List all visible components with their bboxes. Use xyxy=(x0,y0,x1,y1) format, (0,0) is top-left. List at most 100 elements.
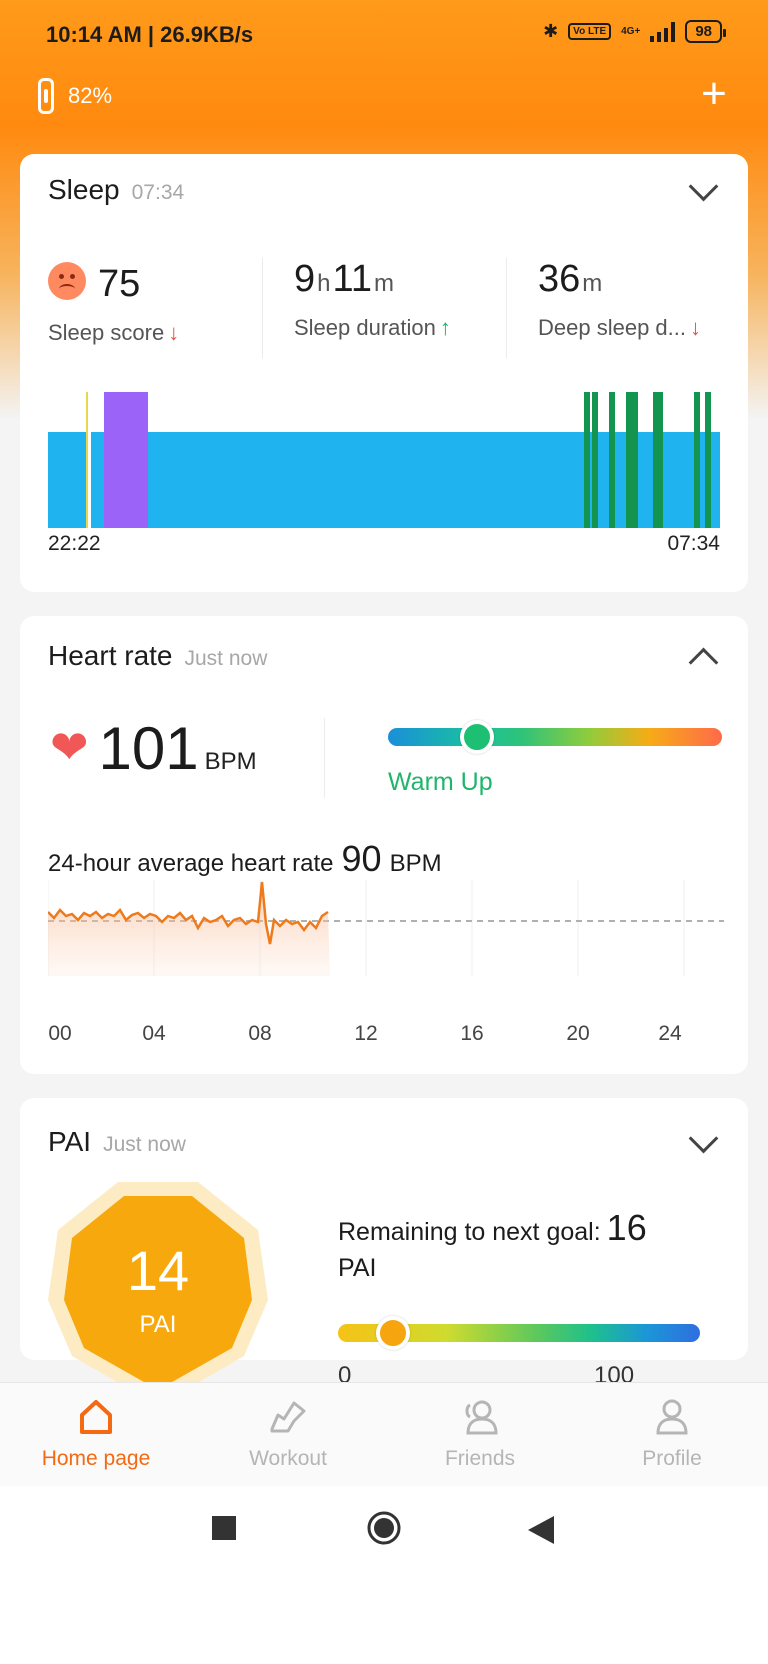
deep-sleep-unit: m xyxy=(582,270,603,297)
divider xyxy=(324,718,325,798)
sleep-score[interactable]: 75 Sleep score ↓ xyxy=(48,258,179,358)
remaining-unit: PAI xyxy=(338,1254,377,1282)
nav-profile-label: Profile xyxy=(642,1447,702,1470)
pai-remaining: Remaining to next goal: 16 PAI xyxy=(338,1210,698,1286)
sleep-stage-chart[interactable] xyxy=(48,392,720,528)
sleep-end-time: 07:34 xyxy=(667,532,720,555)
chevron-down-icon[interactable] xyxy=(688,171,719,202)
deep-sleep-bar xyxy=(653,392,663,528)
heart-rate-value: 101 xyxy=(98,715,199,782)
heart-icon: ❤ xyxy=(50,721,89,773)
pai-badge: 14 PAI xyxy=(48,1182,268,1406)
nav-workout[interactable]: Workout xyxy=(192,1383,384,1487)
average-value: 90 xyxy=(341,838,382,879)
nav-workout-label: Workout xyxy=(249,1447,327,1470)
volte-icon: Vo LTE xyxy=(568,23,612,40)
pai-card[interactable]: PAI Just now 14 PAI Remaining to next goa… xyxy=(20,1098,748,1406)
x-tick: 00 xyxy=(48,1022,72,1045)
card-title: Heart rate xyxy=(48,640,173,671)
sleep-card[interactable]: Sleep 07:34 75 Sleep score ↓ 9 h 11 m Sleep d… xyxy=(20,154,748,592)
awake-marker xyxy=(86,392,88,528)
divider xyxy=(506,258,507,358)
sleep-time: 07:34 xyxy=(131,181,185,204)
pai-updated: Just now xyxy=(103,1133,186,1156)
sleep-duration[interactable]: 9 h 11 m Sleep duration ↑ xyxy=(294,258,451,358)
device-status[interactable]: 82% xyxy=(38,78,112,114)
remaining-label: Remaining to next goal: xyxy=(338,1218,601,1246)
duration-hours-unit: h xyxy=(317,270,331,297)
status-icons: ✱ Vo LTE 4G+ 98 xyxy=(543,20,726,43)
divider xyxy=(262,258,263,358)
heart-rate-area xyxy=(48,882,330,976)
deep-sleep-value: 36 xyxy=(538,258,581,300)
average-unit: BPM xyxy=(389,850,442,877)
friends-icon xyxy=(465,1400,498,1435)
sleep-time-axis: 22:22 07:34 xyxy=(48,532,720,556)
sleep-duration-label: Sleep duration xyxy=(294,315,436,340)
duration-hours: 9 xyxy=(294,258,316,300)
x-tick: 08 xyxy=(248,1022,272,1045)
pai-unit: PAI xyxy=(140,1311,177,1338)
arrow-down-icon: ↓ xyxy=(168,320,180,345)
gap-marker xyxy=(88,432,91,528)
pai-progress-bar xyxy=(338,1324,700,1342)
sleep-score-value: 75 xyxy=(98,263,141,305)
average-heart-rate: 24-hour average heart rate 90 BPM xyxy=(48,838,442,880)
home-circle-icon[interactable] xyxy=(366,1510,402,1546)
heart-rate-zone-bar xyxy=(388,728,722,746)
card-title: Sleep xyxy=(48,174,120,205)
status-time: 10:14 AM | 26.9KB/s xyxy=(46,22,254,47)
heart-rate-title-row: Heart rate Just now xyxy=(48,640,267,672)
average-label: 24-hour average heart rate xyxy=(48,850,334,877)
heart-rate-chart[interactable] xyxy=(48,880,724,1010)
nav-home-label: Home page xyxy=(41,1447,151,1470)
deep-sleep-bar xyxy=(609,392,615,528)
heart-rate-line xyxy=(48,881,329,945)
deep-sleep-label: Deep sleep d... xyxy=(538,315,686,340)
signal-icon xyxy=(650,21,676,42)
profile-icon xyxy=(656,1399,688,1435)
arrow-up-icon: ↑ xyxy=(439,315,451,340)
status-bar: 10:14 AM | 26.9KB/s ✱ Vo LTE 4G+ 98 xyxy=(0,0,768,72)
duration-minutes: 11 xyxy=(332,258,372,300)
arrow-down-icon: ↓ xyxy=(689,315,701,340)
heart-rate-card[interactable]: Heart rate Just now ❤ 101 BPM Warm Up 24-… xyxy=(20,616,748,1074)
bottom-navigation: Home page Workout Friends Profile xyxy=(0,1382,768,1487)
system-navigation xyxy=(0,1486,768,1664)
sleep-score-label: Sleep score xyxy=(48,320,165,345)
sleep-start-time: 22:22 xyxy=(48,532,101,555)
deep-sleep[interactable]: 36 m Deep sleep d... ↓ xyxy=(538,258,701,358)
home-icon xyxy=(80,1400,112,1434)
heart-rate-x-axis: 00 04 08 12 16 20 24 xyxy=(48,1022,724,1050)
x-tick: 04 xyxy=(142,1022,166,1045)
heart-rate-unit: BPM xyxy=(204,748,257,775)
battery-indicator: 98 xyxy=(685,20,726,43)
nav-profile[interactable]: Profile xyxy=(576,1383,768,1487)
x-tick: 24 xyxy=(658,1022,682,1045)
back-icon[interactable] xyxy=(528,1516,554,1544)
deep-sleep-bar xyxy=(705,392,711,528)
pai-badge-inner xyxy=(64,1196,252,1390)
duration-minutes-unit: m xyxy=(373,270,394,297)
chevron-down-icon[interactable] xyxy=(688,1123,719,1154)
current-heart-rate: ❤ 101 BPM xyxy=(50,714,257,783)
band-icon xyxy=(38,78,54,114)
deep-sleep-bar xyxy=(592,392,598,528)
bluetooth-icon: ✱ xyxy=(543,21,559,41)
x-tick: 20 xyxy=(566,1022,590,1045)
chevron-up-icon[interactable] xyxy=(688,647,719,678)
recents-icon[interactable] xyxy=(212,1516,236,1540)
deep-sleep-bar xyxy=(584,392,590,528)
sleep-title-row: Sleep 07:34 xyxy=(48,174,184,206)
shoe-icon xyxy=(270,1401,306,1433)
pai-value: 14 xyxy=(127,1239,189,1302)
add-button[interactable]: + xyxy=(701,69,727,118)
nav-home[interactable]: Home page xyxy=(0,1383,192,1487)
deep-sleep-bar xyxy=(694,392,700,528)
light-sleep-band xyxy=(48,432,720,528)
pai-progress-indicator xyxy=(376,1316,410,1350)
nav-friends[interactable]: Friends xyxy=(384,1383,576,1487)
deep-sleep-bar xyxy=(626,392,638,528)
device-battery: 82% xyxy=(68,83,113,108)
sad-face-icon xyxy=(48,262,86,300)
